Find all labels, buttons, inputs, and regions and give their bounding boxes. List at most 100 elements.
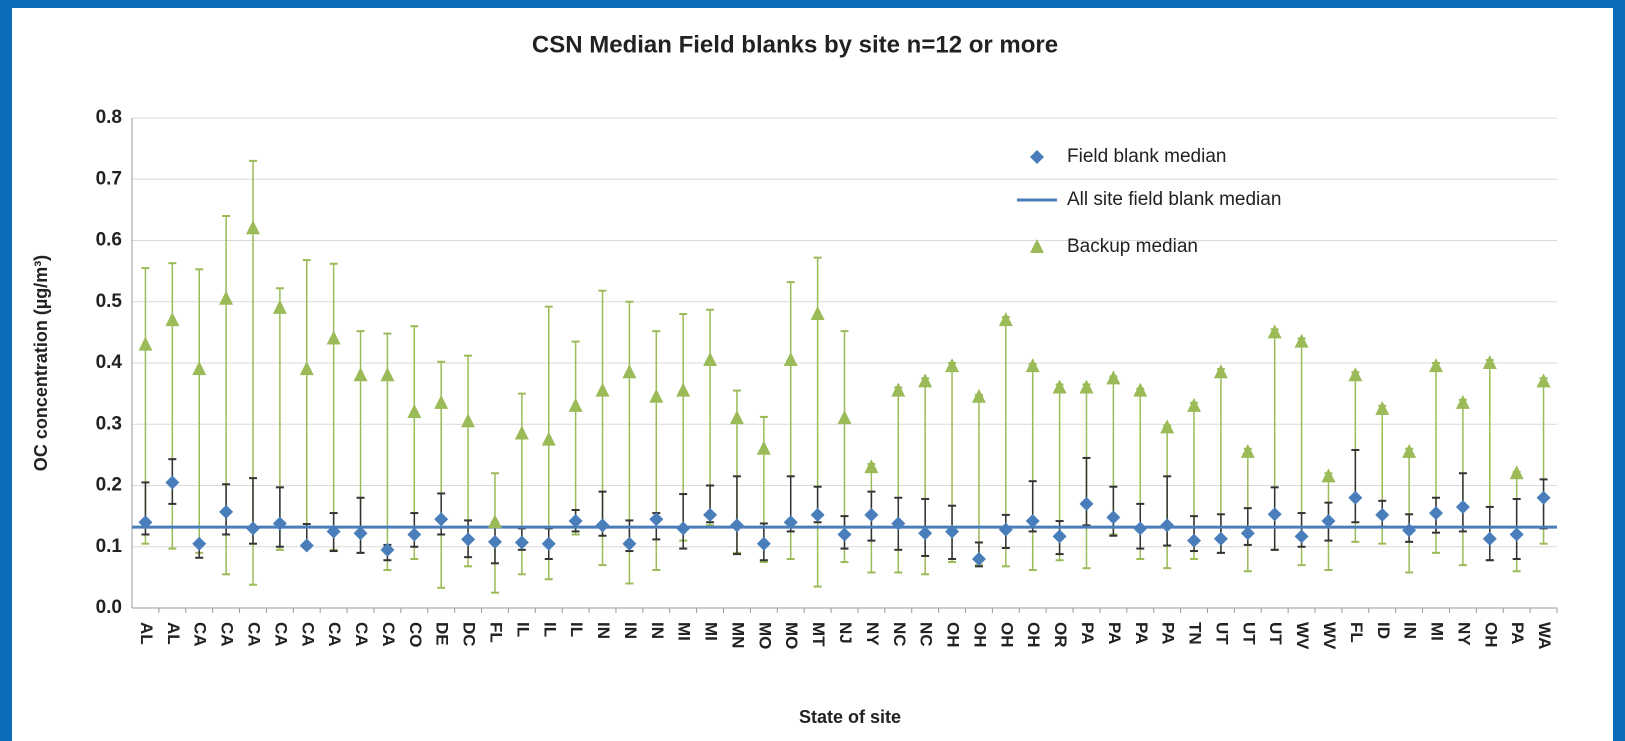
- diamond-marker: [487, 534, 502, 549]
- x-tick-label: IN: [594, 622, 613, 639]
- diamond-marker: [1213, 531, 1228, 546]
- diamond-marker: [595, 518, 610, 533]
- triangle-marker: [245, 220, 260, 235]
- x-axis-title: State of site: [799, 707, 901, 727]
- triangle-marker: [461, 413, 476, 428]
- triangle-marker: [219, 290, 234, 305]
- diamond-marker: [1429, 506, 1444, 521]
- diamond-marker: [756, 536, 771, 551]
- y-tick-label: 0.3: [96, 413, 122, 434]
- x-tick-label: IN: [1401, 622, 1420, 639]
- triangle-marker: [756, 440, 771, 455]
- diamond-marker: [380, 542, 395, 557]
- x-tick-label: DC: [460, 622, 479, 647]
- triangle-marker: [595, 382, 610, 397]
- diamond-marker: [1455, 499, 1470, 514]
- diamond-marker: [245, 521, 260, 536]
- triangle-marker: [703, 351, 718, 366]
- diamond-marker: [1536, 490, 1551, 505]
- triangle-marker: [1079, 379, 1094, 394]
- diamond-marker: [1106, 510, 1121, 525]
- chart: CSN Median Field blanks by site n=12 or …: [12, 8, 1613, 741]
- x-tick-label: FL: [486, 622, 505, 643]
- diamond-marker: [407, 527, 422, 542]
- x-tick-label: FL: [1347, 622, 1366, 643]
- triangle-marker: [541, 431, 556, 446]
- triangle-marker: [1482, 355, 1497, 369]
- diamond-marker: [1348, 490, 1363, 505]
- x-tick-label: MI: [1428, 622, 1447, 641]
- x-tick-label: OH: [1024, 622, 1043, 648]
- diamond-marker: [1509, 527, 1524, 542]
- x-tick-label: OH: [944, 622, 963, 648]
- triangle-marker: [1348, 367, 1363, 382]
- x-tick-label: MI: [675, 622, 694, 641]
- triangle-marker: [1025, 358, 1040, 373]
- triangle-marker: [729, 410, 744, 425]
- x-tick-label: CA: [352, 622, 371, 647]
- diamond-marker: [971, 552, 986, 566]
- triangle-marker: [568, 397, 583, 412]
- x-tick-label: OR: [1051, 622, 1070, 648]
- triangle-marker: [1213, 364, 1228, 379]
- diamond-marker: [326, 524, 341, 539]
- x-tick-label: NC: [890, 622, 909, 647]
- triangle-marker: [299, 361, 314, 376]
- triangle-marker: [514, 425, 529, 440]
- triangle-marker: [434, 394, 449, 409]
- x-tick-label: OH: [970, 622, 989, 648]
- diamond-marker: [864, 507, 879, 522]
- diamond-marker: [945, 524, 960, 539]
- triangle-marker: [272, 299, 287, 314]
- diamond-marker: [1052, 529, 1067, 544]
- diamond-marker: [998, 522, 1013, 537]
- diamond-marker: [219, 504, 234, 519]
- triangle-marker: [837, 410, 852, 425]
- x-tick-label: PA: [1508, 622, 1527, 644]
- diamond-marker: [783, 515, 798, 530]
- triangle-marker: [165, 312, 180, 327]
- y-tick-label: 0.1: [96, 536, 123, 557]
- x-tick-label: IL: [513, 622, 532, 637]
- x-tick-label: NJ: [836, 622, 855, 644]
- triangle-marker: [487, 514, 502, 529]
- diamond-marker: [192, 536, 207, 551]
- diamond-marker: [514, 535, 529, 550]
- triangle-marker: [1375, 400, 1390, 415]
- x-tick-label: MO: [755, 622, 774, 649]
- diamond-marker: [1402, 523, 1417, 538]
- triangle-marker: [1106, 370, 1121, 385]
- y-tick-label: 0.0: [96, 597, 122, 618]
- diamond-marker: [165, 475, 180, 490]
- legend-diamond: [1030, 150, 1044, 164]
- x-tick-label: ID: [1374, 622, 1393, 639]
- x-tick-label: UT: [1239, 622, 1258, 645]
- x-tick-label: CA: [271, 622, 290, 647]
- y-tick-label: 0.6: [96, 230, 122, 251]
- x-tick-label: PA: [1105, 622, 1124, 644]
- x-tick-label: CA: [245, 622, 264, 647]
- triangle-marker: [1429, 358, 1444, 373]
- legend-label: All site field blank median: [1067, 189, 1281, 210]
- triangle-marker: [1455, 394, 1470, 409]
- triangle-marker: [783, 351, 798, 366]
- triangle-marker: [326, 330, 341, 345]
- legend-label: Field blank median: [1067, 146, 1226, 167]
- triangle-marker: [1267, 324, 1282, 339]
- diamond-marker: [622, 536, 637, 551]
- diamond-marker: [461, 532, 476, 547]
- diamond-marker: [1240, 526, 1255, 541]
- diamond-marker: [891, 516, 906, 531]
- triangle-marker: [1294, 333, 1309, 348]
- x-tick-label: CA: [379, 622, 398, 647]
- x-tick-label: NY: [863, 622, 882, 646]
- triangle-marker: [649, 388, 664, 403]
- diamond-marker: [272, 516, 287, 531]
- x-tick-label: DE: [433, 622, 452, 646]
- triangle-marker: [864, 459, 879, 474]
- triangle-marker: [407, 404, 422, 418]
- x-tick-label: CA: [191, 622, 210, 647]
- diamond-marker: [138, 515, 153, 530]
- x-tick-label: OH: [1481, 622, 1500, 648]
- triangle-marker: [918, 373, 933, 388]
